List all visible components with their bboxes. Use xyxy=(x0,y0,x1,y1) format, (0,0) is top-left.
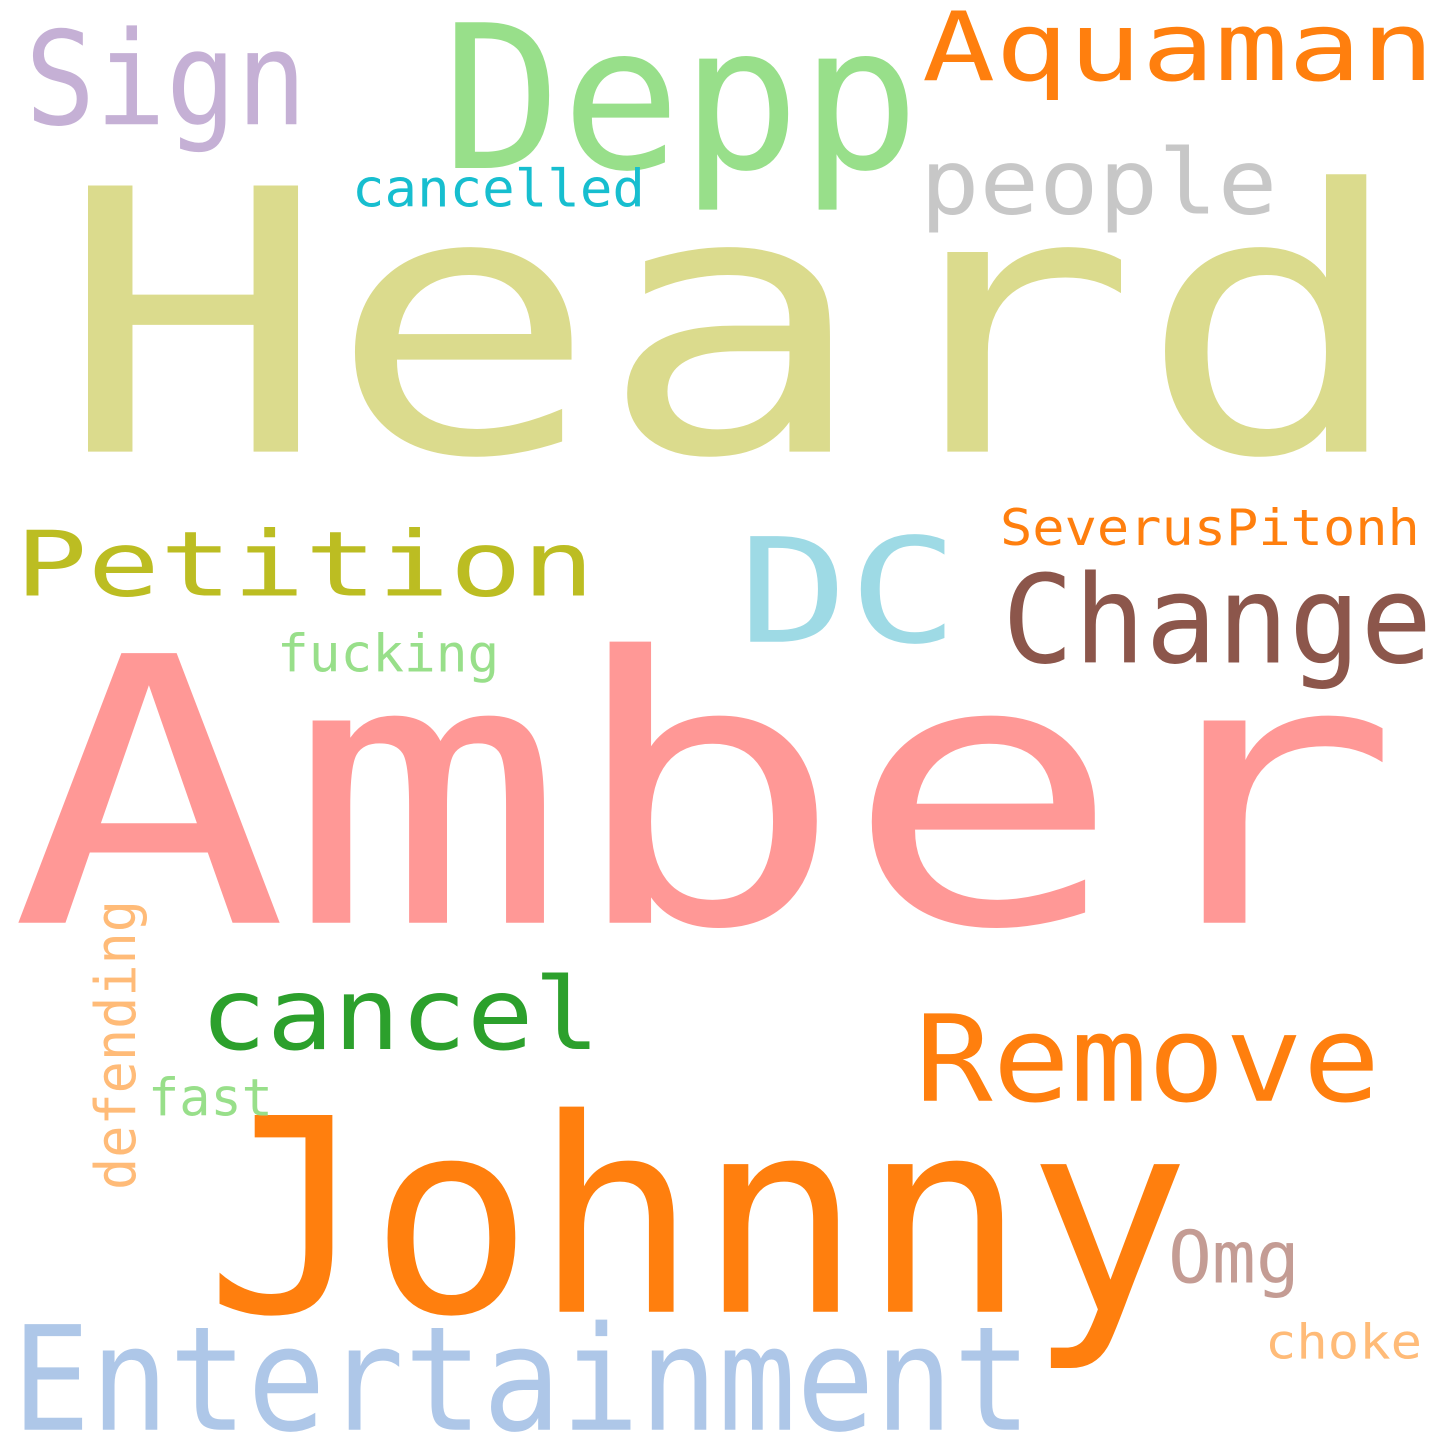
word-johnny: Johnny xyxy=(205,1060,1191,1377)
word-depp: Depp xyxy=(442,0,920,216)
word-heard: Heard xyxy=(58,112,1409,540)
word-severuspitonh: SeverusPitonh xyxy=(1000,498,1420,557)
word-fucking: fucking xyxy=(277,623,500,685)
word-amber: Amber xyxy=(10,578,1401,1012)
word-cancel: cancel xyxy=(200,956,601,1073)
word-fast: fast xyxy=(148,1067,273,1129)
word-remove: Remove xyxy=(915,989,1381,1130)
word-entertainment: Entertainment xyxy=(12,1294,1032,1440)
word-petition: Petition xyxy=(15,511,595,618)
word-dc: DC xyxy=(738,506,959,677)
word-choke: choke xyxy=(1265,1313,1423,1370)
word-cancelled: cancelled xyxy=(352,158,645,220)
word-people: people xyxy=(920,129,1278,236)
word-sign: Sign xyxy=(25,3,307,156)
word-defending: defending xyxy=(82,900,149,1190)
word-omg: Omg xyxy=(1168,1215,1300,1300)
word-change: Change xyxy=(1002,549,1433,692)
word-aquaman: Aquaman xyxy=(922,0,1435,103)
